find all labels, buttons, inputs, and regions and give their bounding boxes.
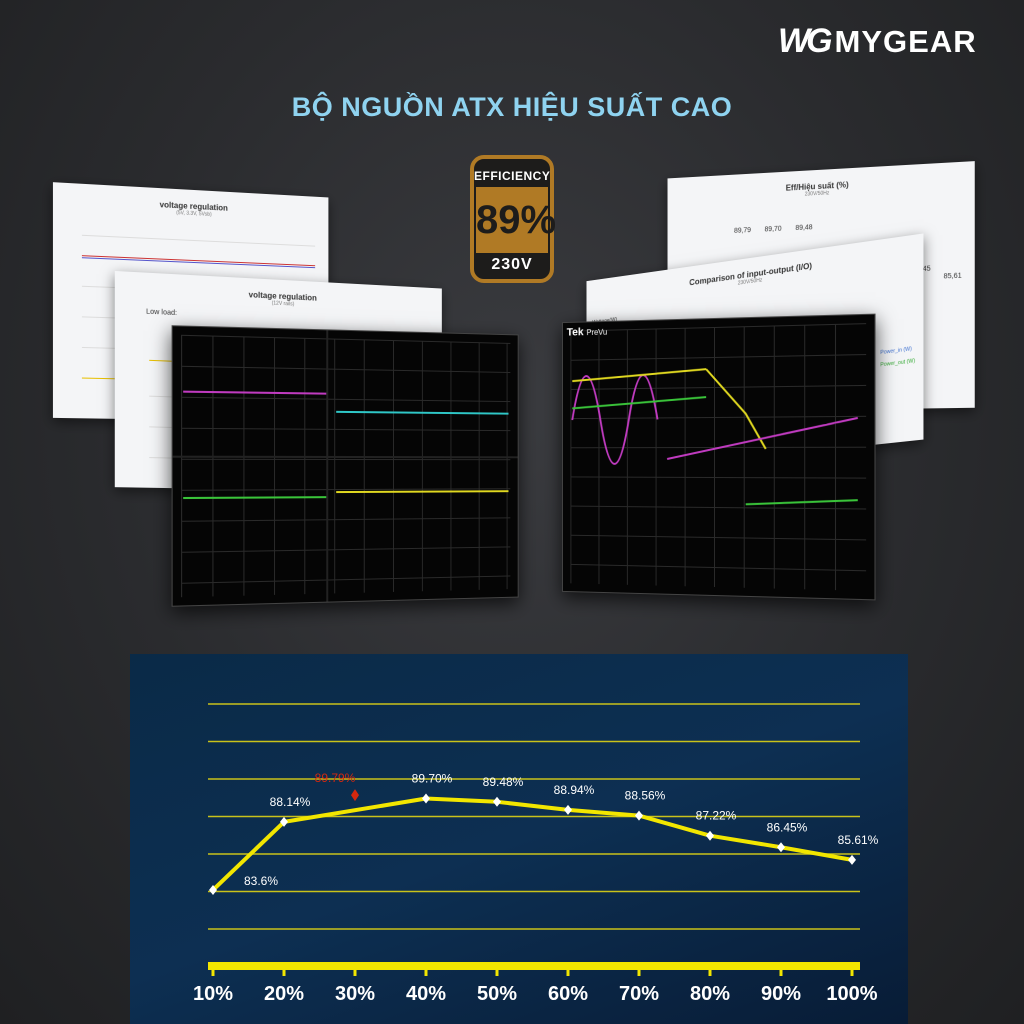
x-tick: [779, 968, 783, 976]
x-tick: [211, 968, 215, 976]
x-tick-label: 100%: [826, 983, 877, 1005]
data-label: 89.48%: [483, 775, 524, 789]
data-label: 89.70%: [412, 772, 453, 786]
data-label: 88.56%: [625, 789, 666, 803]
data-label: 83.6%: [244, 874, 278, 888]
x-tick-label: 30%: [335, 983, 375, 1005]
data-label: 88.14%: [270, 795, 311, 809]
x-tick: [282, 968, 286, 976]
x-tick: [850, 968, 854, 976]
data-label: 87.22%: [696, 809, 737, 823]
logo-mark: WG: [778, 22, 833, 60]
data-point: [493, 796, 501, 807]
mygear-logo: WG MYGEAR: [778, 22, 977, 61]
data-point: [280, 816, 288, 827]
x-tick-label: 80%: [690, 983, 730, 1005]
x-tick: [708, 968, 712, 976]
highlight-point: [351, 789, 359, 802]
badge-value: 89%: [476, 187, 556, 253]
badge-label: EFFICIENCY: [474, 169, 551, 183]
x-tick-label: 20%: [264, 983, 304, 1005]
x-axis-bar: [208, 962, 860, 970]
data-label: 86.45%: [767, 820, 808, 834]
data-label: 88.94%: [554, 783, 595, 797]
data-label: 85.61%: [838, 833, 879, 847]
data-point: [422, 793, 430, 804]
highlight-label: 89.79%: [315, 771, 356, 785]
data-point: [635, 810, 643, 821]
data-point: [777, 842, 785, 853]
data-point: [848, 854, 856, 865]
efficiency-line: [211, 796, 853, 892]
x-tick: [566, 968, 570, 976]
logo-text: MYGEAR: [834, 23, 977, 59]
x-tick: [353, 968, 357, 976]
x-tick-label: 10%: [193, 983, 233, 1005]
x-tick-label: 60%: [548, 983, 588, 1005]
headline: BỘ NGUỒN ATX HIỆU SUẤT CAO: [291, 92, 733, 122]
x-tick-label: 70%: [619, 983, 659, 1005]
x-tick: [637, 968, 641, 976]
efficiency-badge: EFFICIENCY 89% 230V: [470, 155, 556, 283]
data-point: [706, 830, 714, 841]
x-tick: [424, 968, 428, 976]
data-point: [209, 885, 217, 895]
x-tick: [495, 968, 499, 976]
x-tick-label: 90%: [761, 983, 801, 1005]
x-tick-label: 40%: [406, 983, 446, 1005]
data-point: [564, 804, 572, 815]
badge-voltage: 230V: [491, 256, 533, 273]
x-tick-label: 50%: [477, 983, 517, 1005]
